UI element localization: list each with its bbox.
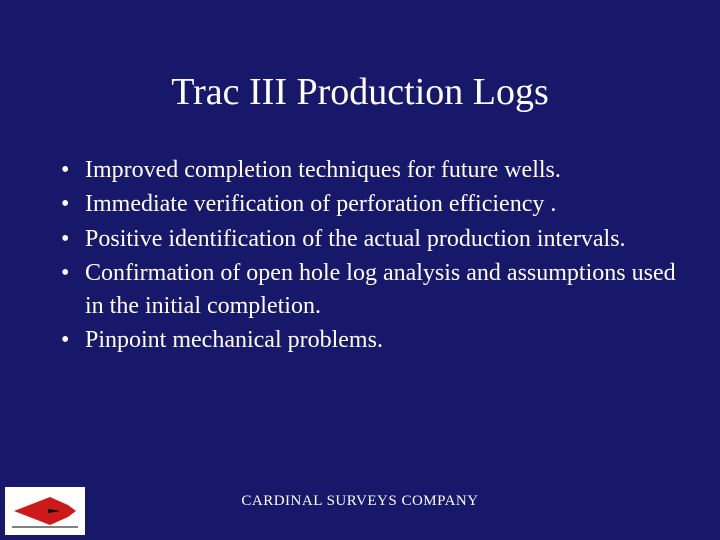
list-item: • Confirmation of open hole log analysis… bbox=[55, 257, 690, 322]
company-logo bbox=[5, 487, 85, 535]
bullet-icon: • bbox=[55, 154, 85, 186]
list-item: • Improved completion techniques for fut… bbox=[55, 154, 690, 186]
cardinal-bird-icon bbox=[10, 491, 80, 531]
list-item: • Immediate verification of perforation … bbox=[55, 188, 690, 220]
bullet-text: Pinpoint mechanical problems. bbox=[85, 324, 690, 356]
footer-text: CARDINAL SURVEYS COMPANY bbox=[0, 493, 720, 510]
bullet-text: Positive identification of the actual pr… bbox=[85, 223, 690, 255]
bullet-text: Confirmation of open hole log analysis a… bbox=[85, 257, 690, 322]
slide-title: Trac III Production Logs bbox=[0, 0, 720, 154]
bullet-text: Improved completion techniques for futur… bbox=[85, 154, 690, 186]
bullet-icon: • bbox=[55, 223, 85, 255]
bullet-list: • Improved completion techniques for fut… bbox=[0, 154, 720, 356]
list-item: • Positive identification of the actual … bbox=[55, 223, 690, 255]
bullet-icon: • bbox=[55, 188, 85, 220]
bullet-icon: • bbox=[55, 257, 85, 289]
bullet-text: Immediate verification of perforation ef… bbox=[85, 188, 690, 220]
list-item: • Pinpoint mechanical problems. bbox=[55, 324, 690, 356]
bullet-icon: • bbox=[55, 324, 85, 356]
